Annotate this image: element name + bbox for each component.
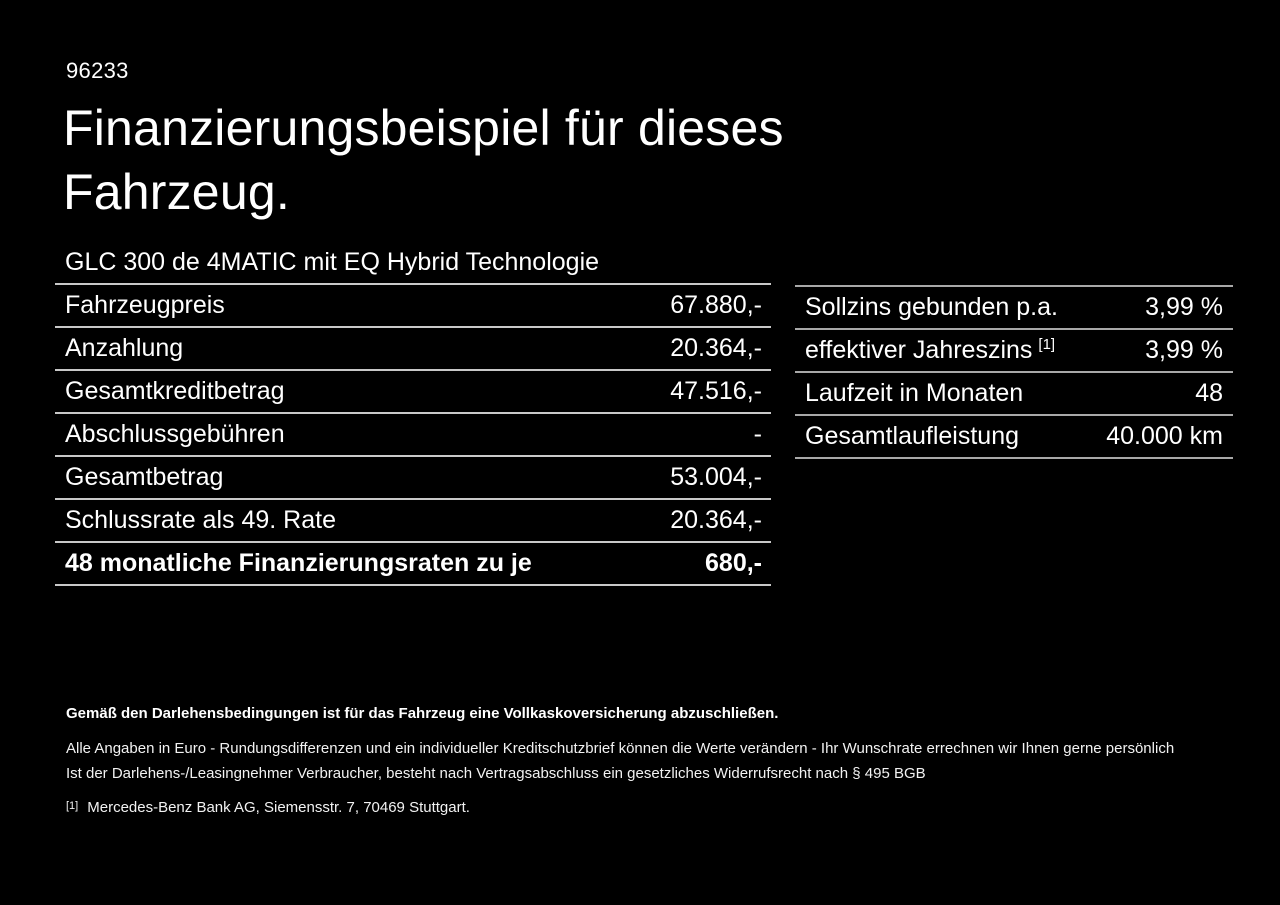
row-value: 20.364,- — [670, 334, 762, 362]
row-value: 3,99 % — [1145, 293, 1223, 321]
financing-table-rows: Fahrzeugpreis 67.880,- Anzahlung 20.364,- Ge… — [55, 285, 771, 586]
conditions-table-rows: Sollzins gebunden p.a. 3,99 % effektiver J… — [795, 287, 1233, 459]
row-value: - — [753, 420, 762, 448]
row-label: Gesamtbetrag — [65, 463, 224, 491]
row-label: Sollzins gebunden p.a. — [805, 293, 1058, 321]
table-row: Fahrzeugpreis 67.880,- — [55, 285, 771, 328]
row-value: 3,99 % — [1145, 336, 1223, 364]
row-value: 48 — [1195, 379, 1223, 407]
reference-number: 96233 — [66, 58, 129, 83]
insurance-note: Gemäß den Darlehensbedingungen ist für d… — [66, 705, 779, 722]
row-label: Schlussrate als 49. Rate — [65, 506, 336, 534]
footnote-marker: [1] — [66, 800, 79, 812]
financing-table: GLC 300 de 4MATIC mit EQ Hybrid Technolo… — [55, 242, 771, 586]
table-row: Anzahlung 20.364,- — [55, 328, 771, 371]
table-row: Gesamtkreditbetrag 47.516,- — [55, 371, 771, 414]
row-value: 20.364,- — [670, 506, 762, 534]
row-label: Abschlussgebühren — [65, 420, 285, 448]
row-label: Gesamtkreditbetrag — [65, 377, 285, 405]
row-label: 48 monatliche Finanzierungsraten zu je — [65, 549, 532, 577]
disclaimer-line-2: Ist der Darlehens-/Leasingnehmer Verbrau… — [66, 765, 926, 782]
vehicle-model-label: GLC 300 de 4MATIC mit EQ Hybrid Technolo… — [65, 248, 600, 276]
row-label: Gesamtlaufleistung — [805, 422, 1020, 450]
row-value: 67.880,- — [670, 291, 762, 319]
table-row: Laufzeit in Monaten 48 — [795, 373, 1233, 416]
page-title: Finanzierungsbeispiel für dieses Fahrzeu… — [63, 100, 784, 220]
table-row: Sollzins gebunden p.a. 3,99 % — [795, 287, 1233, 330]
legal-footer: Gemäß den Darlehensbedingungen ist für d… — [66, 705, 1226, 818]
row-value: 40.000 km — [1106, 422, 1223, 450]
row-label: Laufzeit in Monaten — [805, 379, 1024, 407]
conditions-table: Sollzins gebunden p.a. 3,99 % effektiver J… — [795, 285, 1233, 459]
table-row: Gesamtlaufleistung 40.000 km — [795, 416, 1233, 459]
disclaimer-line-1: Alle Angaben in Euro - Rundungsdifferenz… — [66, 740, 1175, 757]
row-label: Anzahlung — [65, 334, 184, 362]
row-label: effektiver Jahreszins [1] — [805, 336, 1056, 364]
row-value: 680,- — [705, 549, 762, 577]
table-row: effektiver Jahreszins [1] 3,99 % — [795, 330, 1233, 373]
table-row: 48 monatliche Finanzierungsraten zu je 68… — [55, 543, 771, 586]
footnote-text: Mercedes-Benz Bank AG, Siemensstr. 7, 70… — [87, 799, 470, 816]
row-value: 53.004,- — [670, 463, 762, 491]
table-row: Abschlussgebühren - — [55, 414, 771, 457]
table-row: Gesamtbetrag 53.004,- — [55, 457, 771, 500]
row-value: 47.516,- — [670, 377, 762, 405]
table-row: Schlussrate als 49. Rate 20.364,- — [55, 500, 771, 543]
row-label: Fahrzeugpreis — [65, 291, 225, 319]
footnote: [1] Mercedes-Benz Bank AG, Siemensstr. 7,… — [66, 799, 1226, 818]
vehicle-model-header: GLC 300 de 4MATIC mit EQ Hybrid Technolo… — [55, 242, 771, 285]
footnote-ref: [1] — [1038, 336, 1056, 353]
